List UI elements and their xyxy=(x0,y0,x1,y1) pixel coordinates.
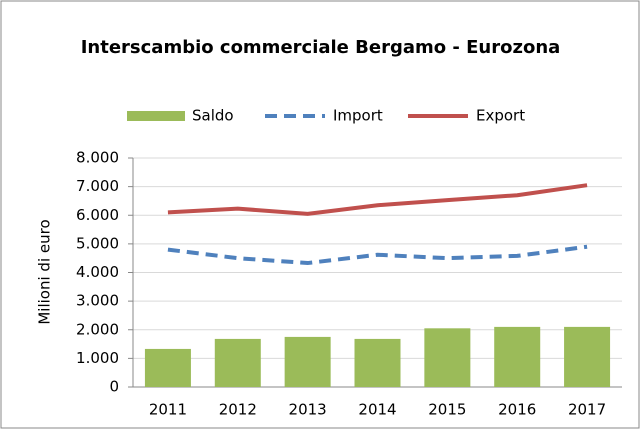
bar xyxy=(144,348,191,387)
x-tick-label: 2017 xyxy=(568,401,606,419)
bar xyxy=(424,328,471,387)
legend-label: Export xyxy=(476,107,525,125)
x-tick-label: 2014 xyxy=(358,401,396,419)
bar xyxy=(564,326,611,387)
legend-label: Saldo xyxy=(192,107,234,125)
line-series xyxy=(167,183,588,216)
y-tick-label: 5.000 xyxy=(76,234,119,252)
x-tick-label: 2016 xyxy=(498,401,536,419)
y-tick-label: 6.000 xyxy=(76,206,119,224)
bar xyxy=(214,338,261,387)
chart-title: Interscambio commerciale Bergamo - Euroz… xyxy=(80,37,561,58)
y-tick-label: 2.000 xyxy=(76,320,119,338)
x-tick-label: 2015 xyxy=(428,401,466,419)
bar xyxy=(494,326,541,387)
legend-swatch xyxy=(127,111,185,121)
legend-label: Import xyxy=(333,107,383,125)
x-tick-label: 2012 xyxy=(219,401,257,419)
y-axis-label: Milioni di euro xyxy=(36,219,54,324)
y-tick-label: 0 xyxy=(109,378,119,396)
x-tick-label: 2013 xyxy=(289,401,327,419)
line-series xyxy=(167,244,588,266)
y-tick-label: 7.000 xyxy=(76,177,119,195)
y-tick-label: 3.000 xyxy=(76,292,119,310)
bar xyxy=(284,336,331,387)
y-tick-label: 8.000 xyxy=(76,149,119,167)
x-tick-label: 2011 xyxy=(149,401,187,419)
y-tick-label: 1.000 xyxy=(76,349,119,367)
y-tick-label: 4.000 xyxy=(76,263,119,281)
bar xyxy=(354,338,401,387)
